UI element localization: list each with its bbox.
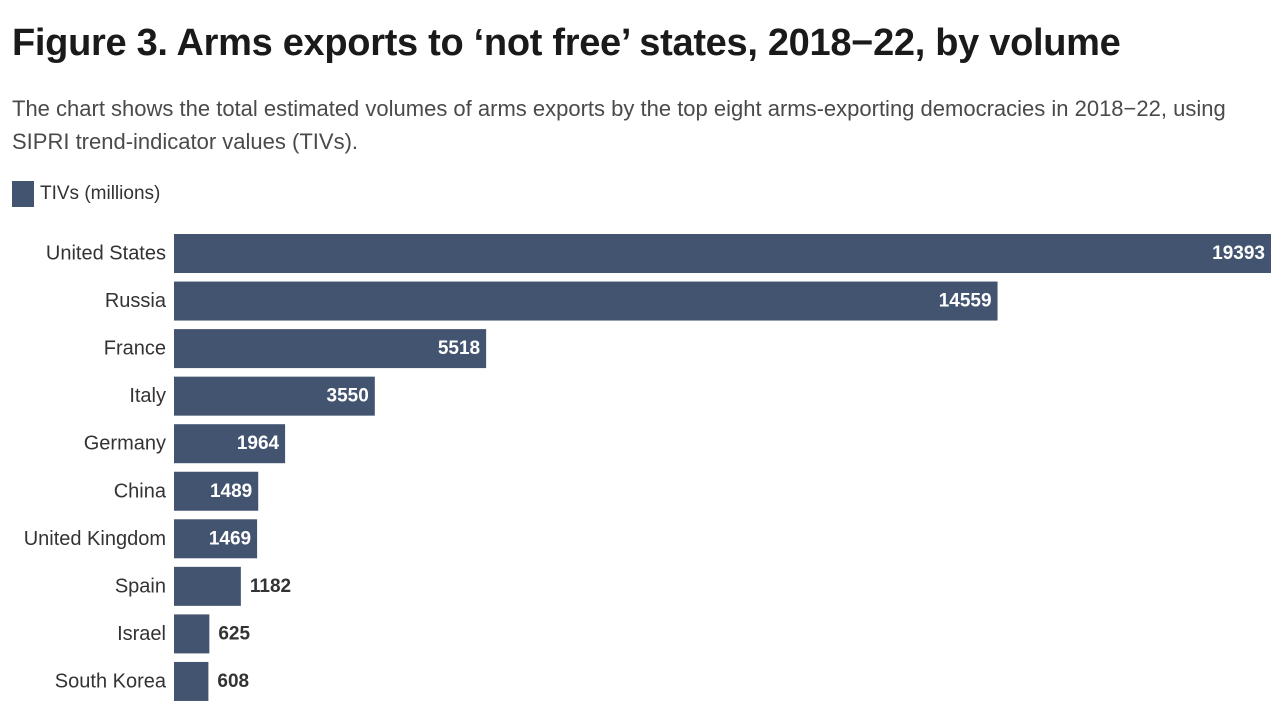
value-label: 1964 xyxy=(237,433,280,454)
value-label: 1489 xyxy=(210,481,252,502)
category-label: Germany xyxy=(84,433,166,455)
chart-subtitle: The chart shows the total estimated volu… xyxy=(12,96,1226,154)
category-label: Italy xyxy=(129,385,166,407)
value-label: 608 xyxy=(217,671,249,692)
bar-russia xyxy=(174,281,998,321)
category-label: Spain xyxy=(115,575,166,597)
bar-germany xyxy=(174,424,286,464)
legend: TIVs (millions) xyxy=(12,181,160,207)
bar-china xyxy=(174,471,259,511)
bar-italy xyxy=(174,376,375,416)
legend-swatch xyxy=(12,181,34,207)
value-label: 5518 xyxy=(438,338,480,359)
bar-united-states xyxy=(174,234,1271,273)
value-label: 1182 xyxy=(250,576,291,597)
chart-title: Figure 3. Arms exports to ‘not free’ sta… xyxy=(12,22,1121,64)
bar-south-korea xyxy=(174,661,209,701)
category-label: United Kingdom xyxy=(24,528,166,550)
category-label: Russia xyxy=(105,290,167,312)
value-label: 1469 xyxy=(209,528,251,549)
category-label: China xyxy=(114,480,167,502)
bar-united-kingdom xyxy=(174,519,258,559)
category-label: United States xyxy=(46,243,166,265)
bar-israel xyxy=(174,614,210,654)
category-label: France xyxy=(104,338,166,360)
value-label: 19393 xyxy=(1212,243,1265,264)
category-label: Israel xyxy=(117,623,166,645)
value-label: 3550 xyxy=(327,386,369,407)
legend-label: TIVs (millions) xyxy=(40,183,161,204)
value-label: 625 xyxy=(218,623,250,644)
bar-france xyxy=(174,329,487,369)
bar-spain xyxy=(174,566,241,606)
category-label: South Korea xyxy=(55,670,167,692)
value-label: 14559 xyxy=(939,291,992,312)
